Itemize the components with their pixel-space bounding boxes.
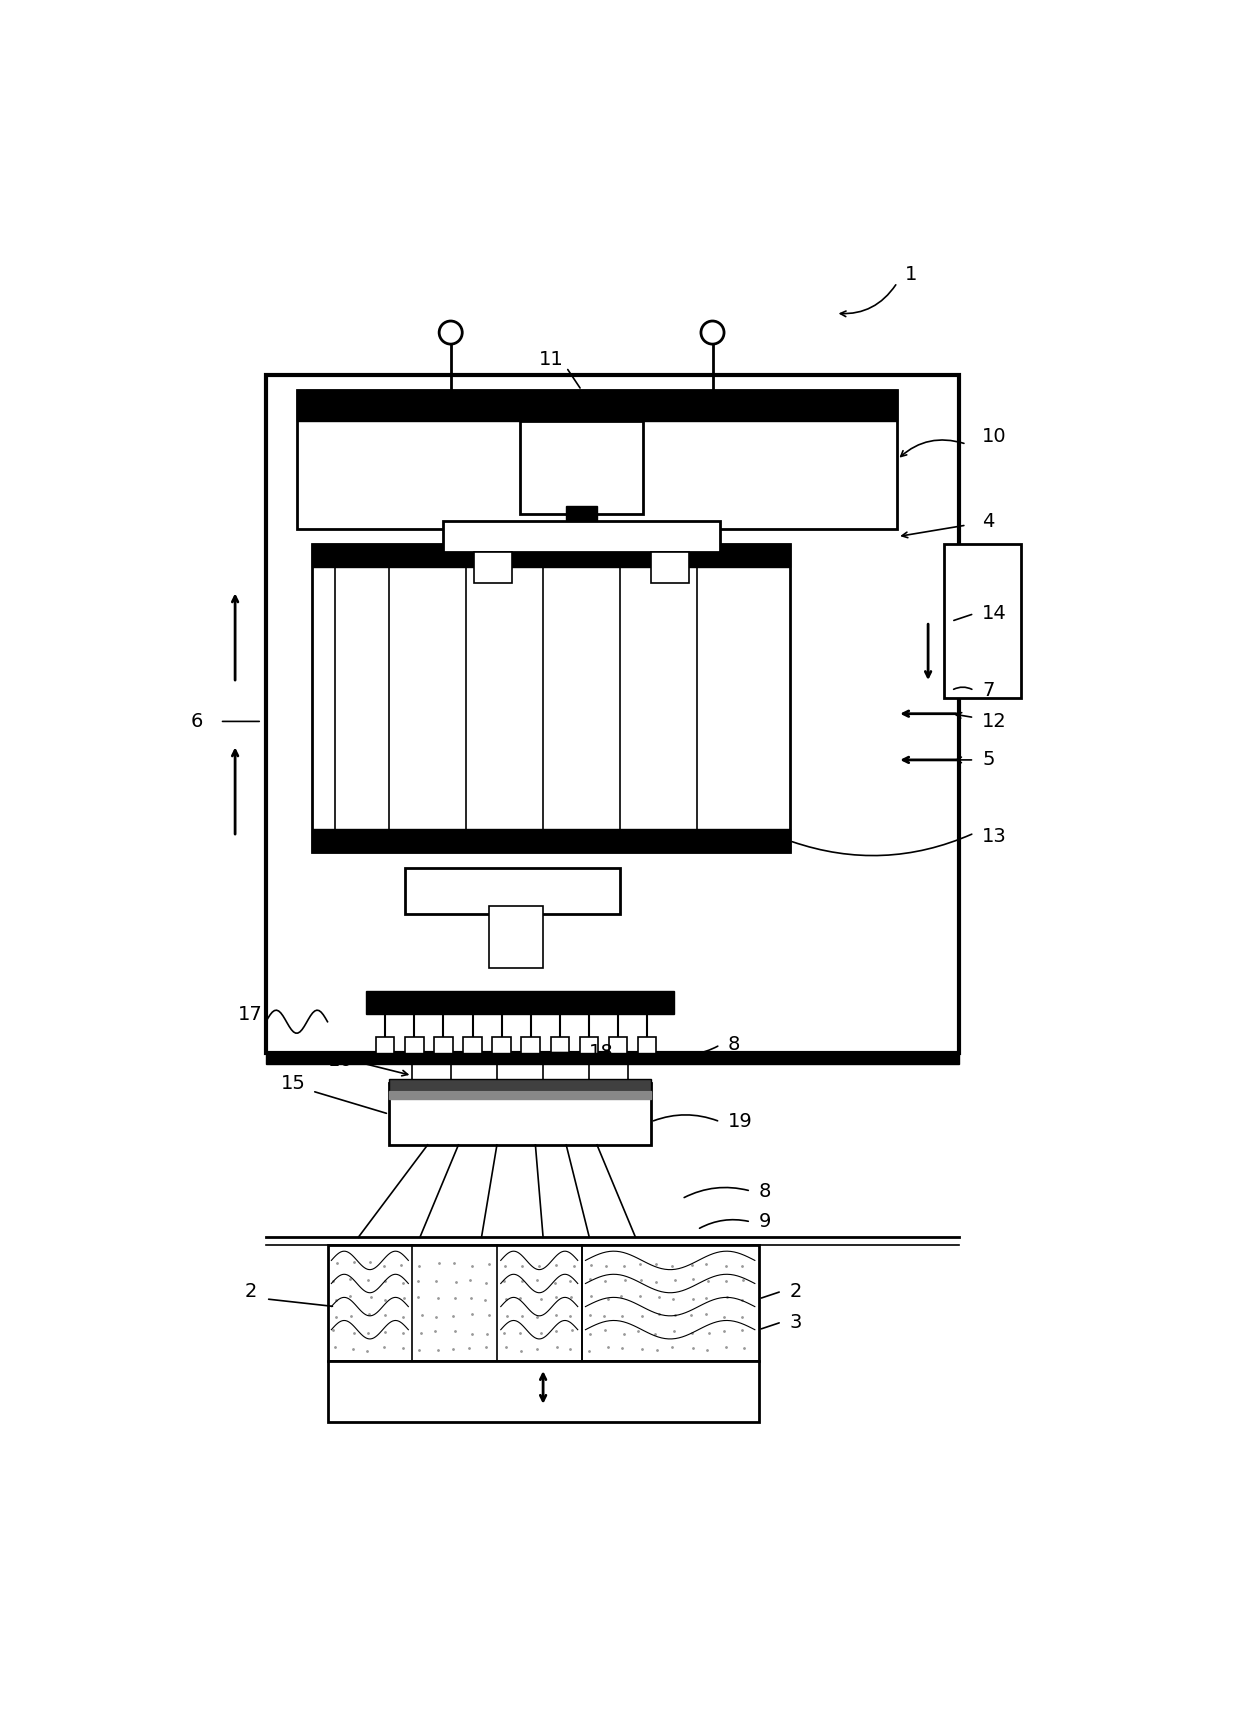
Bar (551, 1037, 569, 1061)
Text: 4: 4 (982, 512, 994, 531)
Bar (520, 421, 644, 514)
Bar (434, 1037, 453, 1061)
Bar (405, 1037, 424, 1061)
Text: 18: 18 (589, 1043, 614, 1062)
Text: 10: 10 (982, 426, 1007, 445)
Text: 8: 8 (759, 1181, 771, 1200)
Text: 11: 11 (538, 351, 563, 370)
Bar (312, 545, 790, 567)
Circle shape (439, 321, 463, 344)
Bar (490, 906, 543, 968)
Text: 9: 9 (759, 1212, 771, 1231)
Bar (389, 1083, 651, 1145)
Bar (389, 1092, 651, 1098)
Bar (443, 521, 720, 552)
Bar (327, 1245, 759, 1360)
Text: 8: 8 (728, 1035, 740, 1054)
Text: 2: 2 (244, 1282, 257, 1301)
Bar (579, 1037, 598, 1061)
Text: 14: 14 (982, 603, 1007, 622)
Bar (265, 1052, 959, 1064)
Text: 5: 5 (982, 751, 994, 770)
Bar (366, 990, 675, 1014)
Bar (265, 375, 959, 1052)
Bar (312, 829, 790, 853)
Circle shape (701, 321, 724, 344)
Bar (404, 868, 620, 915)
Text: 7: 7 (982, 681, 994, 700)
Bar (296, 390, 898, 421)
Text: 3: 3 (790, 1313, 802, 1332)
Text: 6: 6 (191, 712, 203, 731)
Bar (637, 1037, 656, 1061)
Bar (944, 545, 1021, 698)
Bar (296, 390, 898, 529)
Text: 15: 15 (281, 1074, 306, 1093)
Text: 12: 12 (982, 712, 1007, 731)
Text: 13: 13 (982, 827, 1007, 846)
Bar (327, 1360, 759, 1422)
Bar (474, 552, 512, 583)
Text: 2: 2 (790, 1282, 802, 1301)
Bar (464, 1037, 482, 1061)
Bar (522, 1037, 539, 1061)
Bar (492, 1037, 511, 1061)
Text: 1: 1 (905, 265, 918, 284)
Bar (609, 1037, 627, 1061)
Text: 19: 19 (728, 1112, 753, 1131)
Bar (567, 505, 596, 529)
Text: 17: 17 (238, 1004, 263, 1023)
Text: 16: 16 (327, 1050, 352, 1069)
Bar (651, 552, 689, 583)
Bar (312, 545, 790, 853)
Bar (389, 1080, 651, 1092)
Bar (376, 1037, 394, 1061)
